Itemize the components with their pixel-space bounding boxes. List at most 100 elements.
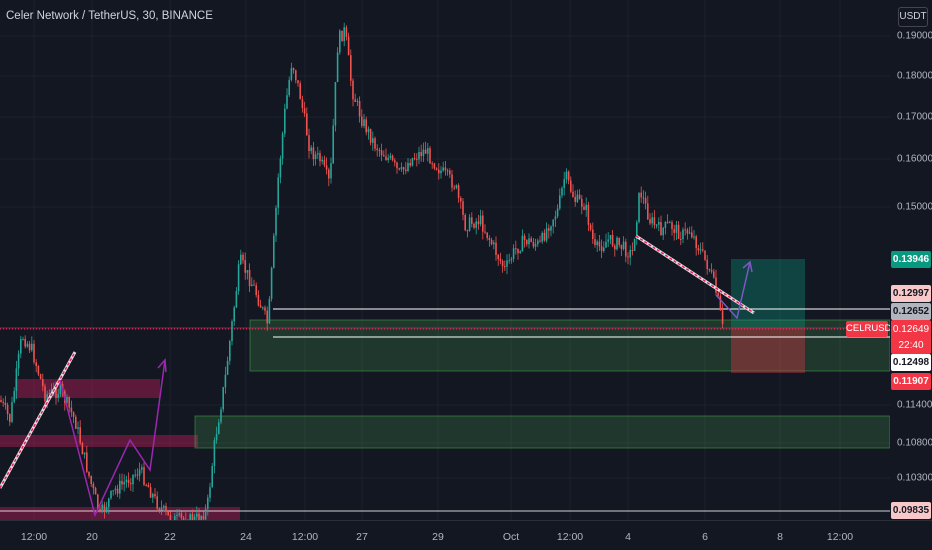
candle-body [99,509,101,510]
candle-body [508,260,510,262]
candle-body [160,507,163,511]
candle-body [358,101,361,117]
candle-body [193,516,196,520]
candle-body [211,466,213,488]
candle-body [215,434,218,441]
candle-body [169,515,172,520]
candle-body [200,516,202,520]
candle-body [297,80,299,84]
candle-body [248,270,251,287]
candle-body [295,70,297,81]
candle-body [493,242,495,245]
trendline-1[interactable] [0,351,76,489]
candle-body [165,505,167,512]
candle-body [376,148,378,150]
candle-body [576,194,579,202]
candle-body [468,217,471,231]
time-tick: 12:00 [20,531,48,543]
price-chart[interactable] [0,0,890,520]
chart-title: Celer Network / TetherUS, 30, BINANCE [6,10,213,22]
candle-body [266,310,268,324]
candle-body [105,507,108,511]
candle-body [561,187,563,196]
candle-body [427,148,429,154]
candle-body [224,374,227,388]
candle-body [682,229,684,239]
candle-body [22,338,24,340]
candle-body [176,514,178,517]
last-price-badge: 0.12649 [892,324,930,335]
candle-body [710,270,713,272]
candle-body [17,353,20,369]
candle-body [385,156,387,160]
candle-body [275,207,277,236]
candle-body [114,488,117,491]
candle-body [134,474,136,476]
candle-body [431,163,433,165]
price-tick: 0.16000 [897,153,932,165]
candle-body [262,307,264,309]
chart-canvas[interactable]: Celer Network / TetherUS, 30, BINANCE CE… [0,0,890,520]
candle-body [380,150,383,156]
trendline-2[interactable] [635,235,755,314]
candle-body [457,185,460,198]
candle-body [156,496,158,509]
candle-body [616,237,618,250]
candle-body [521,235,524,252]
currency-unit-button[interactable]: USDT [898,7,928,27]
price-tick: 0.18000 [897,70,932,82]
time-tick: 12:00 [556,531,584,543]
projection-path-1[interactable] [59,359,166,518]
candle-body [2,401,4,403]
candle-body [680,238,682,240]
candle-body [600,246,603,251]
supply-zone-3[interactable] [0,507,240,520]
time-tick: 12:00 [826,531,854,543]
level-price-badge: 0.09835 [891,502,931,519]
candle-body [497,254,499,260]
supply-zone-2[interactable] [0,435,198,447]
candle-body [77,427,79,429]
candle-body [354,99,356,102]
candle-body [46,394,48,402]
bar-countdown: 22:40 [898,340,924,351]
supply-zone-1[interactable] [15,379,160,398]
candle-body [686,229,689,234]
candle-body [585,204,587,210]
candle-body [356,101,359,102]
candle-body [301,99,304,109]
candle-body [451,174,453,188]
candle-body [475,221,477,228]
candle-body [537,240,539,245]
candle-body [660,222,662,236]
candle-body [66,397,68,403]
candle-body [132,474,134,485]
candle-body [163,505,165,508]
candle-body [209,487,211,498]
candle-body [398,168,400,170]
last-price-box [891,320,931,354]
candle-body [675,224,678,233]
candle-body [257,295,260,306]
candle-body [292,68,295,71]
candle-body [55,388,57,398]
candle-body [433,163,436,169]
candle-body [490,239,493,245]
candle-body [418,152,420,160]
candle-body [341,30,343,42]
candle-body [259,305,262,308]
candle-body [152,494,154,498]
candle-body [112,490,114,492]
candle-body [413,158,416,160]
candle-body [110,490,112,499]
candle-body [435,168,438,170]
candle-body [396,162,398,169]
price-tick: 0.15000 [897,201,932,213]
demand-zone-2[interactable] [194,415,890,449]
projection-path-2[interactable] [715,261,751,320]
candle-body [721,310,724,324]
candle-body [284,108,286,134]
long-position-stop-zone[interactable] [731,328,805,373]
candle-body [312,147,315,160]
time-tick: 6 [702,531,708,543]
